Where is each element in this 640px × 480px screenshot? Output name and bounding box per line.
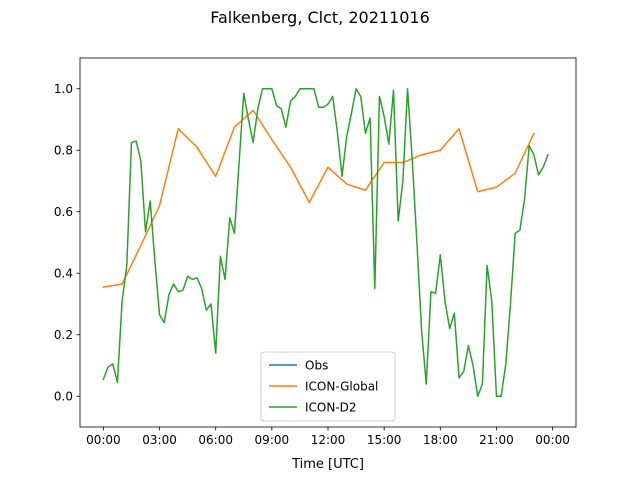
- x-tick-label: 06:00: [198, 433, 233, 447]
- series-line-icon-d2: [102, 88, 549, 397]
- y-tick-label: 0.0: [54, 389, 73, 403]
- series-layer: [102, 88, 549, 397]
- x-tick-label: 00:00: [86, 433, 121, 447]
- legend-box: [260, 351, 396, 422]
- x-tick-label: 03:00: [142, 433, 177, 447]
- legend-label: Obs: [305, 359, 328, 373]
- y-tick-label: 0.2: [54, 328, 73, 342]
- legend: Obs ICON-Global ICON-D2: [260, 351, 396, 422]
- axes-layer: 00:00 03:00 06:00 09:00 12:00 15:00 18:00 21:00…: [54, 57, 577, 447]
- x-tick-label: 00:00: [535, 433, 570, 447]
- x-tick-label: 18:00: [423, 433, 458, 447]
- chart-title: Falkenberg, Clct, 20211016: [210, 8, 430, 27]
- y-tick-label: 1.0: [54, 82, 73, 96]
- y-tick-label: 0.8: [54, 143, 73, 157]
- x-tick-label: 12:00: [311, 433, 346, 447]
- x-tick-label: 21:00: [479, 433, 514, 447]
- x-tick-label: 09:00: [255, 433, 290, 447]
- y-tick-label: 0.4: [54, 266, 73, 280]
- y-tick-label: 0.6: [54, 205, 73, 219]
- series-line-icon-global: [102, 109, 535, 288]
- legend-label: ICON-Global: [305, 380, 378, 394]
- x-axis-label: Time [UTC]: [291, 457, 364, 472]
- legend-label: ICON-D2: [305, 401, 357, 415]
- x-tick-label: 15:00: [367, 433, 402, 447]
